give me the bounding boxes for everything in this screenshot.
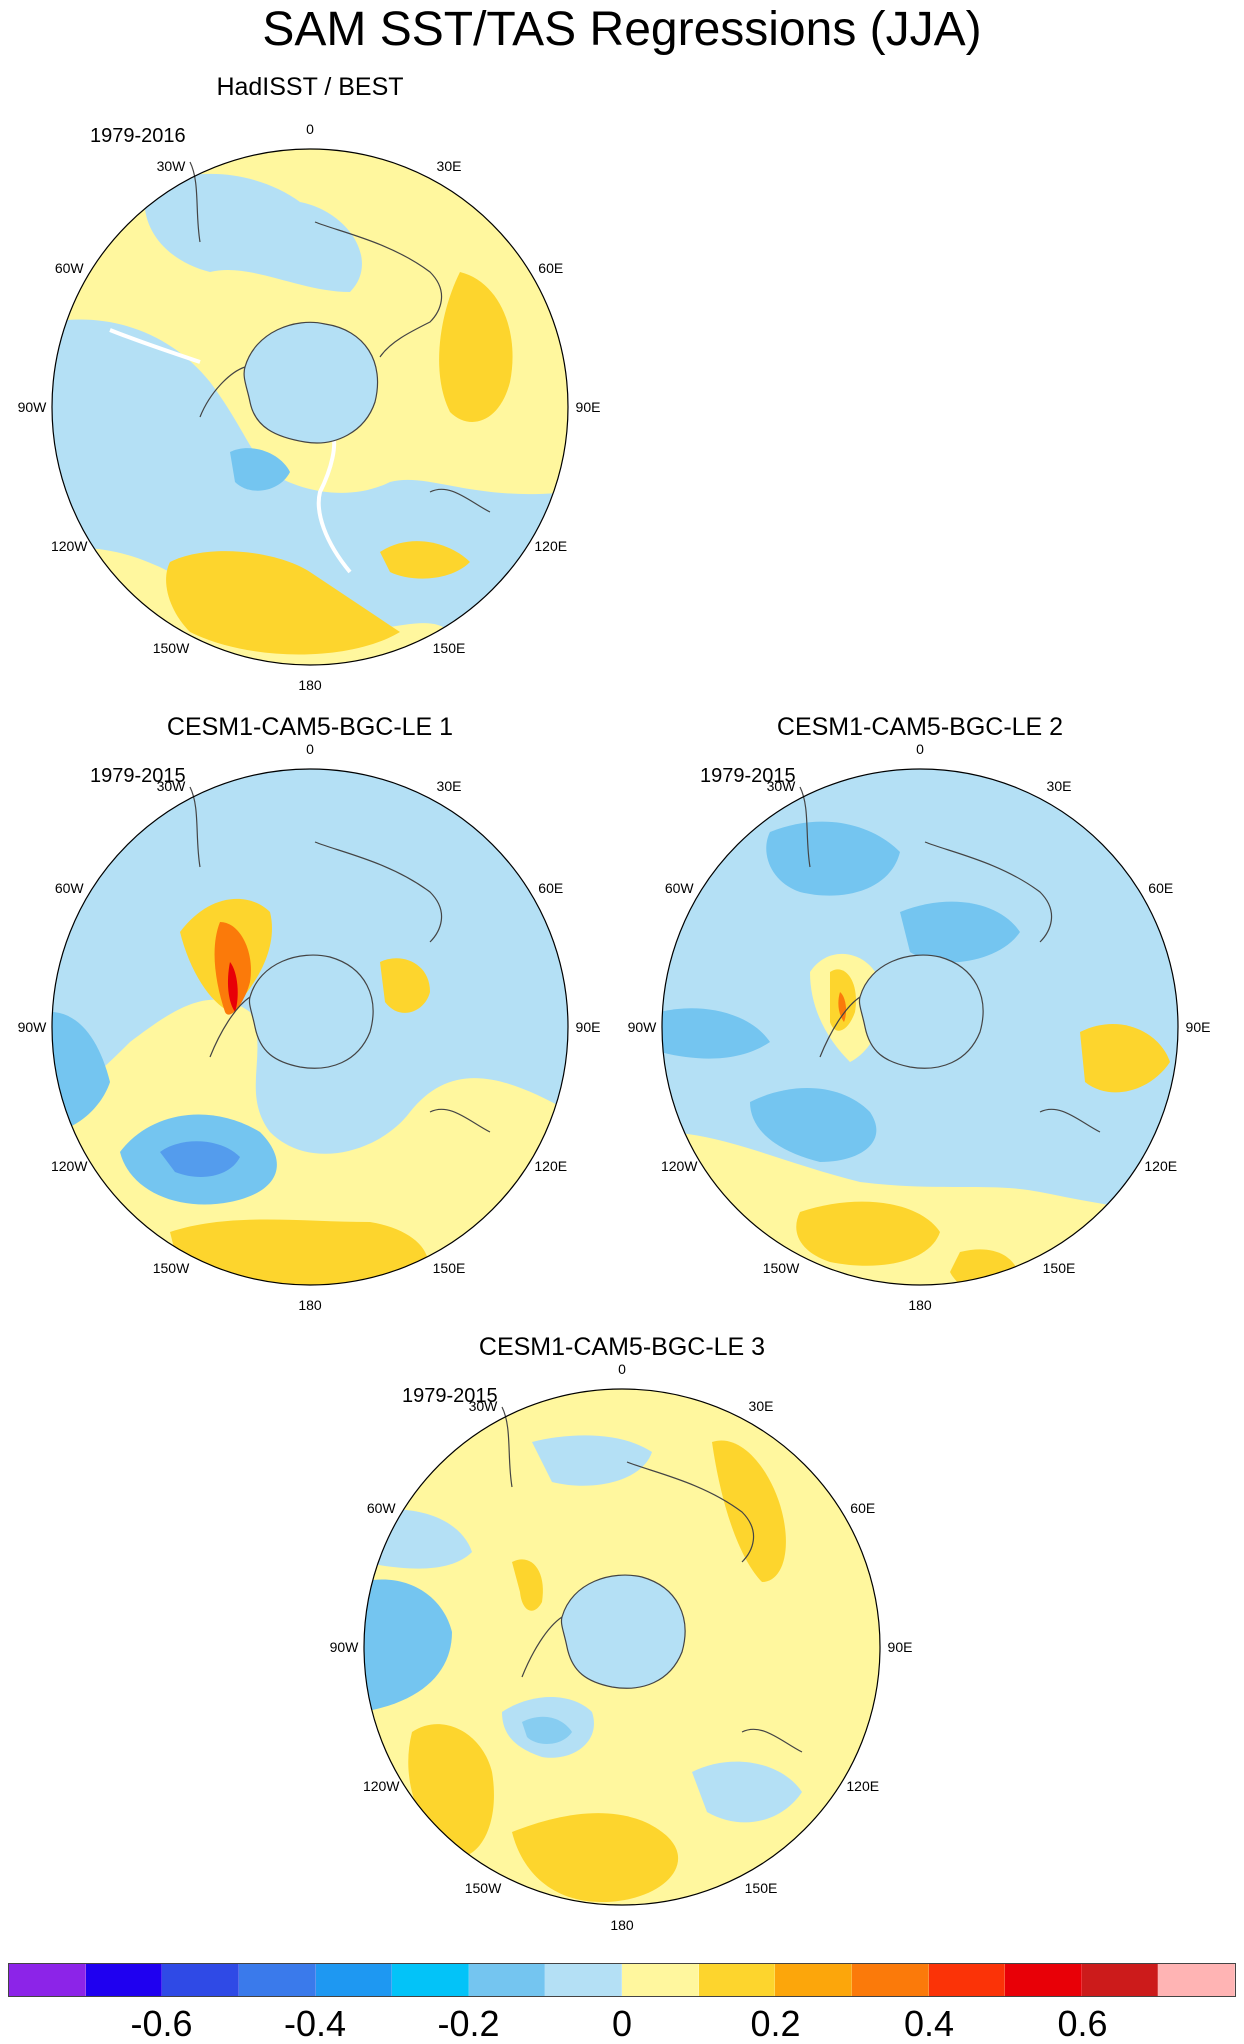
map-panel-hadisst: HadISST / BEST 1979-2016 0 30E 60E 90E 120E 1… <box>18 72 601 693</box>
colorbar-cell <box>851 1964 929 1996</box>
map-panel-le2: CESM1-CAM5-BGC-LE 2 1979-2015 0 30E 60E 90E… <box>628 712 1211 1313</box>
lon-label: 60W <box>54 260 84 276</box>
lon-label: 30W <box>468 1398 498 1415</box>
lon-label: 90W <box>17 1019 47 1035</box>
lon-label: 90E <box>887 1639 913 1655</box>
lon-label: 30E <box>436 778 462 795</box>
polar-map <box>363 1388 881 1906</box>
lon-label: 150W <box>464 1879 502 1896</box>
lon-label: 90W <box>329 1639 359 1655</box>
lon-label: 180 <box>298 677 322 693</box>
lon-label: 30E <box>436 158 462 175</box>
map-panel-le1: CESM1-CAM5-BGC-LE 1 1979-2015 0 30E 60E 90E… <box>18 712 601 1313</box>
lon-label: 180 <box>908 1297 932 1313</box>
lon-label: 120E <box>1144 1158 1178 1174</box>
lon-label: 120W <box>660 1158 698 1174</box>
panel-title: CESM1-CAM5-BGC-LE 2 <box>776 713 1064 741</box>
panel-title: CESM1-CAM5-BGC-LE 3 <box>478 1333 766 1361</box>
colorbar-tick-label: -0.6 <box>130 2003 193 2044</box>
colorbar-cell <box>1081 1964 1159 1996</box>
colorbar-cell <box>392 1964 469 1996</box>
colorbar-cell <box>468 1964 546 1996</box>
lon-label: 0 <box>306 121 314 137</box>
colorbar-cell <box>928 1964 1006 1996</box>
lon-label: 90W <box>17 399 47 415</box>
colorbar-cell <box>1158 1964 1235 1996</box>
colorbar-tick-label: 0.2 <box>750 2003 801 2044</box>
colorbar-tick-label: -0.4 <box>283 2003 347 2044</box>
lon-label: 60E <box>538 880 564 896</box>
lon-label: 180 <box>610 1917 634 1933</box>
lon-label: 90E <box>1185 1019 1211 1035</box>
colorbar <box>8 1963 1236 1997</box>
lon-label: 30E <box>748 1398 774 1415</box>
lon-label: 0 <box>618 1361 626 1377</box>
lon-label: 30E <box>1046 778 1072 795</box>
lon-label: 150E <box>432 639 466 656</box>
lon-label: 120W <box>50 538 88 554</box>
colorbar-tick-label: 0.4 <box>903 2003 955 2044</box>
period-label: 1979-2016 <box>90 125 186 147</box>
lon-label: 150W <box>762 1259 800 1276</box>
colorbar-cell <box>775 1964 852 1996</box>
lon-label: 90E <box>575 1019 601 1035</box>
period-label: 1979-2015 <box>700 765 796 787</box>
colorbar-tick-label: -0.2 <box>437 2003 500 2044</box>
lon-label: 120E <box>846 1778 880 1794</box>
colorbar-cell <box>1005 1964 1082 1996</box>
lon-label: 90W <box>627 1019 657 1035</box>
lon-label: 60E <box>850 1500 876 1516</box>
map-panel-le3: CESM1-CAM5-BGC-LE 3 1979-2015 0 30E 60E 90E… <box>330 1332 913 1933</box>
polar-map <box>51 148 569 666</box>
period-label: 1979-2015 <box>90 765 186 787</box>
lon-label: 60W <box>366 1500 396 1516</box>
lon-label: 150W <box>152 1259 190 1276</box>
lon-label: 120W <box>362 1778 400 1794</box>
lon-label: 30W <box>156 158 186 175</box>
polar-map <box>661 768 1179 1286</box>
panel-title: CESM1-CAM5-BGC-LE 1 <box>166 713 454 741</box>
lon-label: 180 <box>298 1297 322 1313</box>
colorbar-cell <box>238 1964 316 1996</box>
lon-label: 150E <box>744 1879 778 1896</box>
lon-label: 120E <box>534 1158 568 1174</box>
lon-label: 90E <box>575 399 601 415</box>
lon-label: 150E <box>432 1259 466 1276</box>
panel-title: HadISST / BEST <box>216 73 404 101</box>
colorbar-cell <box>85 1964 163 1996</box>
lon-label: 150E <box>1042 1259 1076 1276</box>
colorbar-tick-label: 0 <box>611 2003 633 2044</box>
lon-label: 30W <box>156 778 186 795</box>
lon-label: 120E <box>534 538 568 554</box>
colorbar-cell <box>162 1964 239 1996</box>
lon-label: 60E <box>538 260 564 276</box>
colorbar-cell <box>545 1964 622 1996</box>
lon-label: 30W <box>766 778 796 795</box>
colorbar-cell <box>315 1964 393 1996</box>
figure-title: SAM SST/TAS Regressions (JJA) <box>262 3 982 56</box>
colorbar-cell <box>698 1964 776 1996</box>
lon-label: 0 <box>306 741 314 757</box>
colorbar-cell <box>9 1964 86 1996</box>
lon-label: 60W <box>664 880 694 896</box>
colorbar-tick-label: 0.6 <box>1057 2003 1108 2044</box>
lon-label: 150W <box>152 639 190 656</box>
lon-label: 60E <box>1148 880 1174 896</box>
lon-label: 0 <box>916 741 924 757</box>
polar-map <box>51 768 569 1286</box>
lon-label: 120W <box>50 1158 88 1174</box>
period-label: 1979-2015 <box>402 1385 498 1407</box>
lon-label: 60W <box>54 880 84 896</box>
colorbar-cell <box>622 1964 699 1996</box>
